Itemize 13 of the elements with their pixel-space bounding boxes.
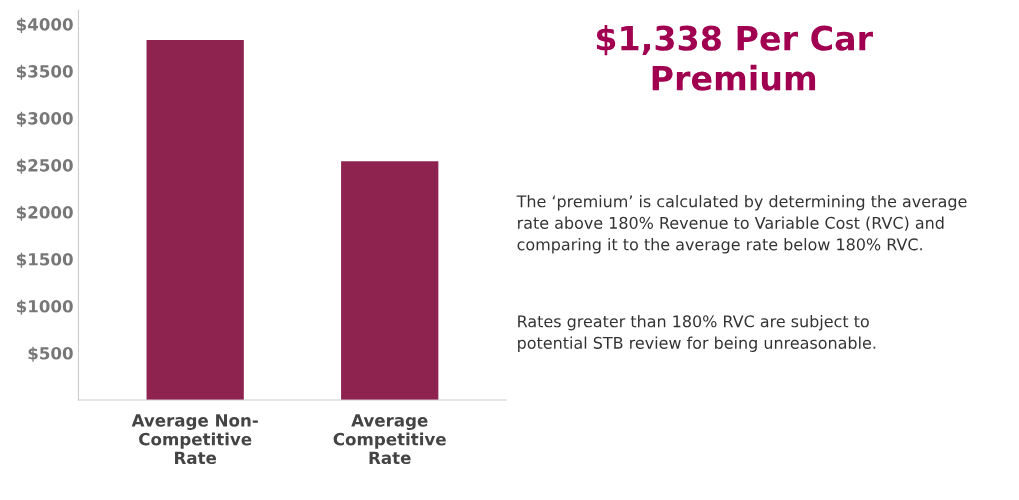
y-tick-label: $500 bbox=[28, 346, 73, 362]
text: The ‘premium’ is calculated by determining the average rate above 180% Revenue to Variable Cost (RVC) and comparing it to the average rate below 180% RVC. bbox=[516, 195, 967, 254]
y-tick-label: $3500 bbox=[16, 64, 73, 80]
y-tick-label: $2000 bbox=[16, 205, 73, 221]
y-tick-label: $2500 bbox=[16, 158, 73, 174]
y-tick-label: $4000 bbox=[16, 17, 73, 33]
text: $1,338 Per Car Premium bbox=[596, 25, 873, 91]
y-tick-label: $1000 bbox=[16, 299, 73, 315]
y-tick-label: $1500 bbox=[16, 252, 73, 268]
text: Rates greater than 180% RVC are subject to potential STB review for being unreasonable. bbox=[518, 315, 876, 352]
x-tick-label: Average Non- Competitive Rate bbox=[131, 414, 258, 465]
y-tick-label: $3000 bbox=[16, 111, 73, 127]
x-tick-label: Average Competitive Rate bbox=[333, 414, 446, 465]
